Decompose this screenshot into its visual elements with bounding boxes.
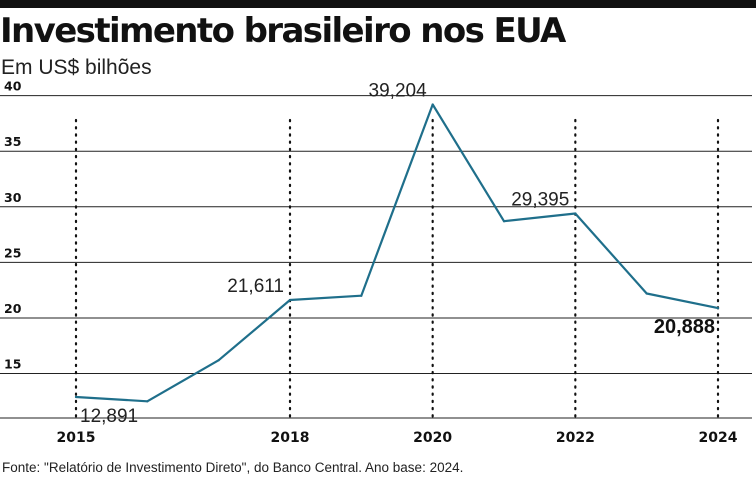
y-tick-label-20: 20: [4, 301, 22, 316]
data-point-2017: [217, 359, 220, 362]
data-label-2020: 39,204: [369, 80, 428, 101]
year-guides: [74, 118, 720, 420]
data-point-2019: [360, 294, 363, 297]
data-point-2018: [288, 298, 292, 302]
data-point-2015: [74, 395, 78, 399]
data-label-2015: 12,891: [80, 406, 138, 427]
grid-lines: [0, 95, 752, 419]
data-label-2024: 20,888: [654, 316, 715, 338]
source-note: Fonte: "Relatório de Investimento Direto…: [2, 460, 464, 475]
data-label-2022: 29,395: [511, 190, 569, 211]
data-labels: 12,891 21,611 39,204 29,395 20,888: [80, 80, 715, 427]
data-point-2021: [502, 220, 506, 223]
data-point-2024: [716, 306, 720, 310]
data-point-2020: [431, 103, 434, 106]
y-tick-label-35: 35: [4, 134, 21, 149]
series-line: [74, 103, 720, 403]
data-point-2016: [146, 400, 149, 403]
y-axis-ticks: 15 20 25 30 35 40: [4, 79, 22, 372]
x-tick-label-2015: 2015: [57, 430, 96, 446]
data-point-2023: [645, 292, 648, 295]
x-tick-label-2024: 2024: [699, 430, 738, 446]
data-point-2022: [574, 212, 577, 215]
y-tick-label-40: 40: [4, 79, 22, 94]
x-tick-label-2022: 2022: [556, 430, 595, 446]
y-tick-label-30: 30: [4, 190, 22, 205]
chart-subtitle: Em US$ bilhões: [1, 56, 152, 79]
y-tick-label-25: 25: [4, 245, 21, 260]
x-tick-label-2020: 2020: [413, 430, 452, 446]
data-label-2018: 21,611: [227, 276, 284, 297]
top-rule: [0, 0, 756, 8]
x-axis-ticks: 2015 2018 2020 2022 2024: [57, 430, 738, 446]
series-polyline: [74, 103, 720, 403]
chart-title: Investimento brasileiro nos EUA: [0, 11, 566, 51]
y-tick-label-15: 15: [4, 357, 21, 372]
x-tick-label-2018: 2018: [271, 430, 310, 446]
